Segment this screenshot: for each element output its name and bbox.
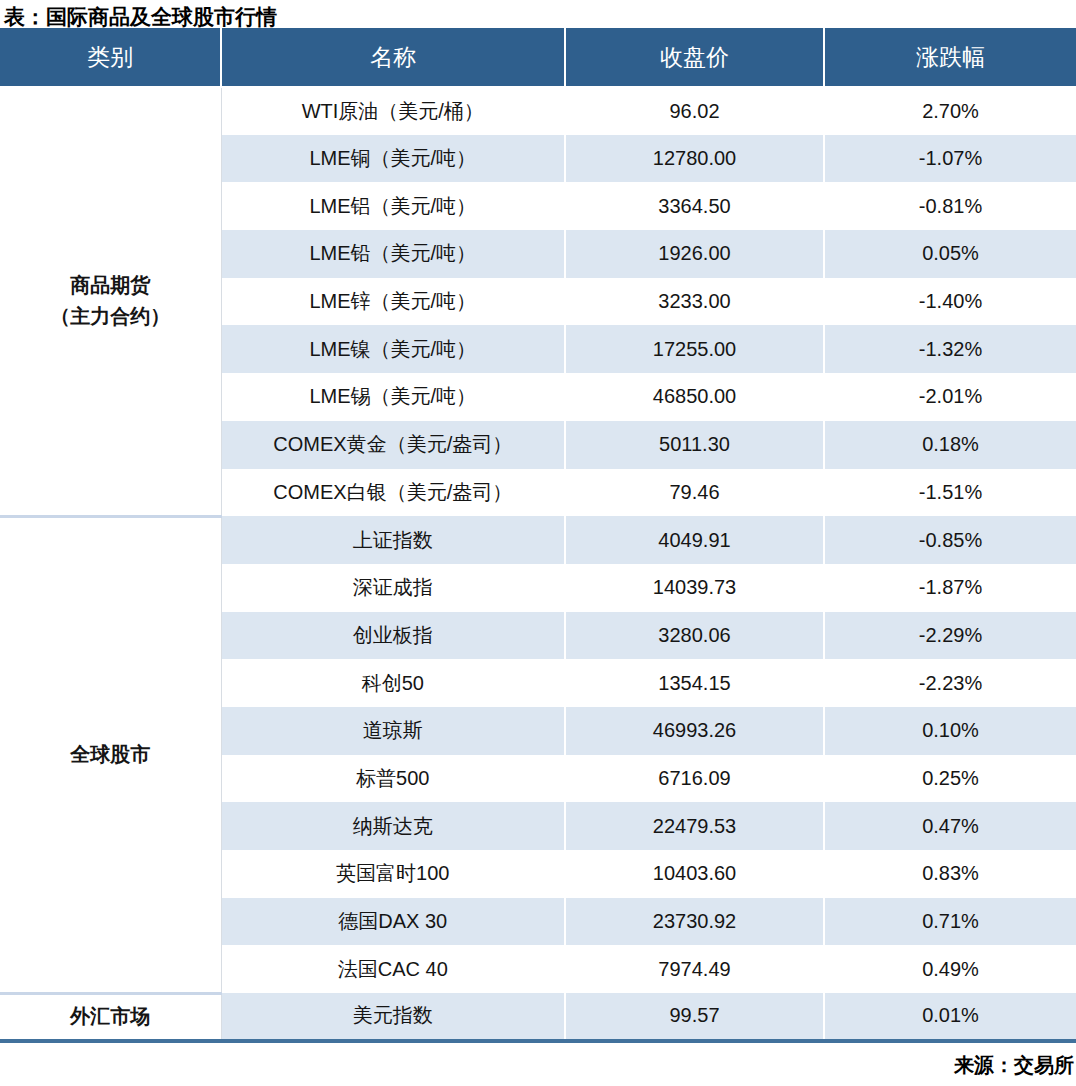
change-pct-cell: 0.49% — [824, 945, 1076, 993]
category-label-line: （主力合约） — [0, 301, 221, 332]
instrument-name-cell: 上证指数 — [221, 516, 565, 564]
header-close-price: 收盘价 — [565, 28, 824, 87]
close-price-cell: 46850.00 — [565, 373, 824, 421]
close-price-cell: 3233.00 — [565, 278, 824, 326]
instrument-name-cell: 科创50 — [221, 659, 565, 707]
close-price-cell: 10403.60 — [565, 850, 824, 898]
close-price-cell: 14039.73 — [565, 564, 824, 612]
table-body: 商品期货（主力合约）WTI原油（美元/桶）96.022.70%LME铜（美元/吨… — [0, 87, 1076, 1041]
change-pct-cell: 0.47% — [824, 802, 1076, 850]
page-title: 表：国际商品及全球股市行情 — [0, 0, 1076, 28]
change-pct-cell: -2.23% — [824, 659, 1076, 707]
instrument-name-cell: LME铅（美元/吨） — [221, 230, 565, 278]
change-pct-cell: -2.01% — [824, 373, 1076, 421]
change-pct-cell: -1.51% — [824, 469, 1076, 517]
change-pct-cell: 0.25% — [824, 755, 1076, 803]
category-cell: 外汇市场 — [0, 993, 221, 1041]
header-name: 名称 — [221, 28, 565, 87]
instrument-name-cell: 法国CAC 40 — [221, 945, 565, 993]
instrument-name-cell: LME铜（美元/吨） — [221, 135, 565, 183]
instrument-name-cell: 英国富时100 — [221, 850, 565, 898]
close-price-cell: 3280.06 — [565, 612, 824, 660]
header-category: 类别 — [0, 28, 221, 87]
close-price-cell: 96.02 — [565, 87, 824, 135]
instrument-name-cell: LME锡（美元/吨） — [221, 373, 565, 421]
category-cell: 全球股市 — [0, 516, 221, 993]
close-price-cell: 3364.50 — [565, 182, 824, 230]
change-pct-cell: -1.87% — [824, 564, 1076, 612]
change-pct-cell: 2.70% — [824, 87, 1076, 135]
change-pct-cell: 0.71% — [824, 898, 1076, 946]
change-pct-cell: 0.10% — [824, 707, 1076, 755]
header-change-pct: 涨跌幅 — [824, 28, 1076, 87]
close-price-cell: 12780.00 — [565, 135, 824, 183]
change-pct-cell: 0.18% — [824, 421, 1076, 469]
close-price-cell: 5011.30 — [565, 421, 824, 469]
header-row: 类别 名称 收盘价 涨跌幅 — [0, 28, 1076, 87]
change-pct-cell: 0.05% — [824, 230, 1076, 278]
change-pct-cell: -1.40% — [824, 278, 1076, 326]
table-row: 外汇市场美元指数99.570.01% — [0, 993, 1076, 1041]
instrument-name-cell: 纳斯达克 — [221, 802, 565, 850]
instrument-name-cell: 深证成指 — [221, 564, 565, 612]
instrument-name-cell: 创业板指 — [221, 612, 565, 660]
close-price-cell: 6716.09 — [565, 755, 824, 803]
close-price-cell: 1354.15 — [565, 659, 824, 707]
change-pct-cell: 0.83% — [824, 850, 1076, 898]
instrument-name-cell: 道琼斯 — [221, 707, 565, 755]
instrument-name-cell: 德国DAX 30 — [221, 898, 565, 946]
category-label-line: 外汇市场 — [0, 1001, 221, 1032]
market-table: 类别 名称 收盘价 涨跌幅 商品期货（主力合约）WTI原油（美元/桶）96.02… — [0, 28, 1076, 1043]
instrument-name-cell: LME铝（美元/吨） — [221, 182, 565, 230]
instrument-name-cell: LME锌（美元/吨） — [221, 278, 565, 326]
close-price-cell: 1926.00 — [565, 230, 824, 278]
change-pct-cell: -1.07% — [824, 135, 1076, 183]
category-label-line: 全球股市 — [0, 739, 221, 770]
close-price-cell: 99.57 — [565, 993, 824, 1041]
close-price-cell: 17255.00 — [565, 325, 824, 373]
instrument-name-cell: COMEX黄金（美元/盎司） — [221, 421, 565, 469]
page: 表：国际商品及全球股市行情 类别 名称 收盘价 涨跌幅 商品期货（主力合约）WT… — [0, 0, 1076, 1086]
category-cell: 商品期货（主力合约） — [0, 87, 221, 516]
change-pct-cell: -0.81% — [824, 182, 1076, 230]
change-pct-cell: 0.01% — [824, 993, 1076, 1041]
close-price-cell: 7974.49 — [565, 945, 824, 993]
instrument-name-cell: COMEX白银（美元/盎司） — [221, 469, 565, 517]
close-price-cell: 79.46 — [565, 469, 824, 517]
category-label-line: 商品期货 — [0, 270, 221, 301]
change-pct-cell: -2.29% — [824, 612, 1076, 660]
change-pct-cell: -0.85% — [824, 516, 1076, 564]
close-price-cell: 22479.53 — [565, 802, 824, 850]
close-price-cell: 23730.92 — [565, 898, 824, 946]
close-price-cell: 46993.26 — [565, 707, 824, 755]
instrument-name-cell: WTI原油（美元/桶） — [221, 87, 565, 135]
table-row: 全球股市上证指数4049.91-0.85% — [0, 516, 1076, 564]
source-label: 来源：交易所 — [0, 1043, 1076, 1079]
close-price-cell: 4049.91 — [565, 516, 824, 564]
instrument-name-cell: 美元指数 — [221, 993, 565, 1041]
change-pct-cell: -1.32% — [824, 325, 1076, 373]
instrument-name-cell: LME镍（美元/吨） — [221, 325, 565, 373]
instrument-name-cell: 标普500 — [221, 755, 565, 803]
table-row: 商品期货（主力合约）WTI原油（美元/桶）96.022.70% — [0, 87, 1076, 135]
